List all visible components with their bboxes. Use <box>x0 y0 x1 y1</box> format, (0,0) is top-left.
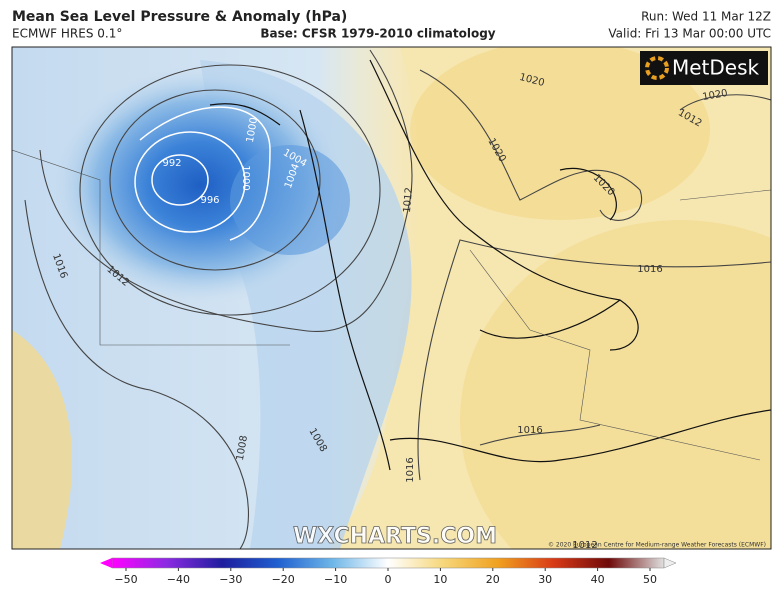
colorbar-tick-label: 30 <box>538 573 552 586</box>
colorbar: −50 −40 −30 −20 −10 0 10 20 30 40 50 <box>100 557 677 586</box>
run: Run: Wed 11 Mar 12Z <box>641 10 771 24</box>
colorbar-arrow-left <box>100 558 112 568</box>
map <box>12 47 771 549</box>
contour-label: 1000 <box>245 117 260 144</box>
logo-box <box>640 51 768 85</box>
colorbar-tick-label: −20 <box>272 573 295 586</box>
contour-label: 1012 <box>402 187 415 213</box>
colorbar-tick-label: 20 <box>486 573 500 586</box>
copyright: © 2020 European Centre for Medium-range … <box>548 542 766 549</box>
colorbar-tick-label: 50 <box>643 573 657 586</box>
colorbar-tick-label: 0 <box>385 573 392 586</box>
logo: MetDesk <box>672 56 760 80</box>
colorbar-tick-label: −10 <box>324 573 347 586</box>
valid: Valid: Fri 13 Mar 00:00 UTC <box>608 27 771 41</box>
contour-label: 996 <box>200 195 219 206</box>
colorbar-gradient <box>111 557 665 569</box>
watermark: WXCHARTS.COM <box>293 524 497 549</box>
colorbar-arrow-right <box>663 557 677 569</box>
model: ECMWF HRES 0.1° <box>12 27 122 41</box>
logo-icon <box>645 56 669 80</box>
colorbar-tick-label: −30 <box>219 573 242 586</box>
contour-label: 1000 <box>240 165 251 190</box>
contour-label: 1012 <box>572 540 597 551</box>
contour-label: 1008 <box>235 435 250 462</box>
colorbar-tick-label: −50 <box>114 573 137 586</box>
contour-label: 1020 <box>702 88 729 103</box>
contour-label: 1016 <box>517 425 542 436</box>
contour-label: 992 <box>162 158 181 169</box>
map-frame <box>11 46 772 550</box>
base: Base: CFSR 1979-2010 climatology <box>260 27 495 41</box>
contour-label: 1016 <box>637 264 662 275</box>
colorbar-tick-label: 10 <box>433 573 447 586</box>
title: Mean Sea Level Pressure & Anomaly (hPa) <box>12 9 347 25</box>
colorbar-tick-label: −40 <box>167 573 190 586</box>
contour-label: 1016 <box>405 457 416 482</box>
colorbar-tick-label: 40 <box>591 573 605 586</box>
